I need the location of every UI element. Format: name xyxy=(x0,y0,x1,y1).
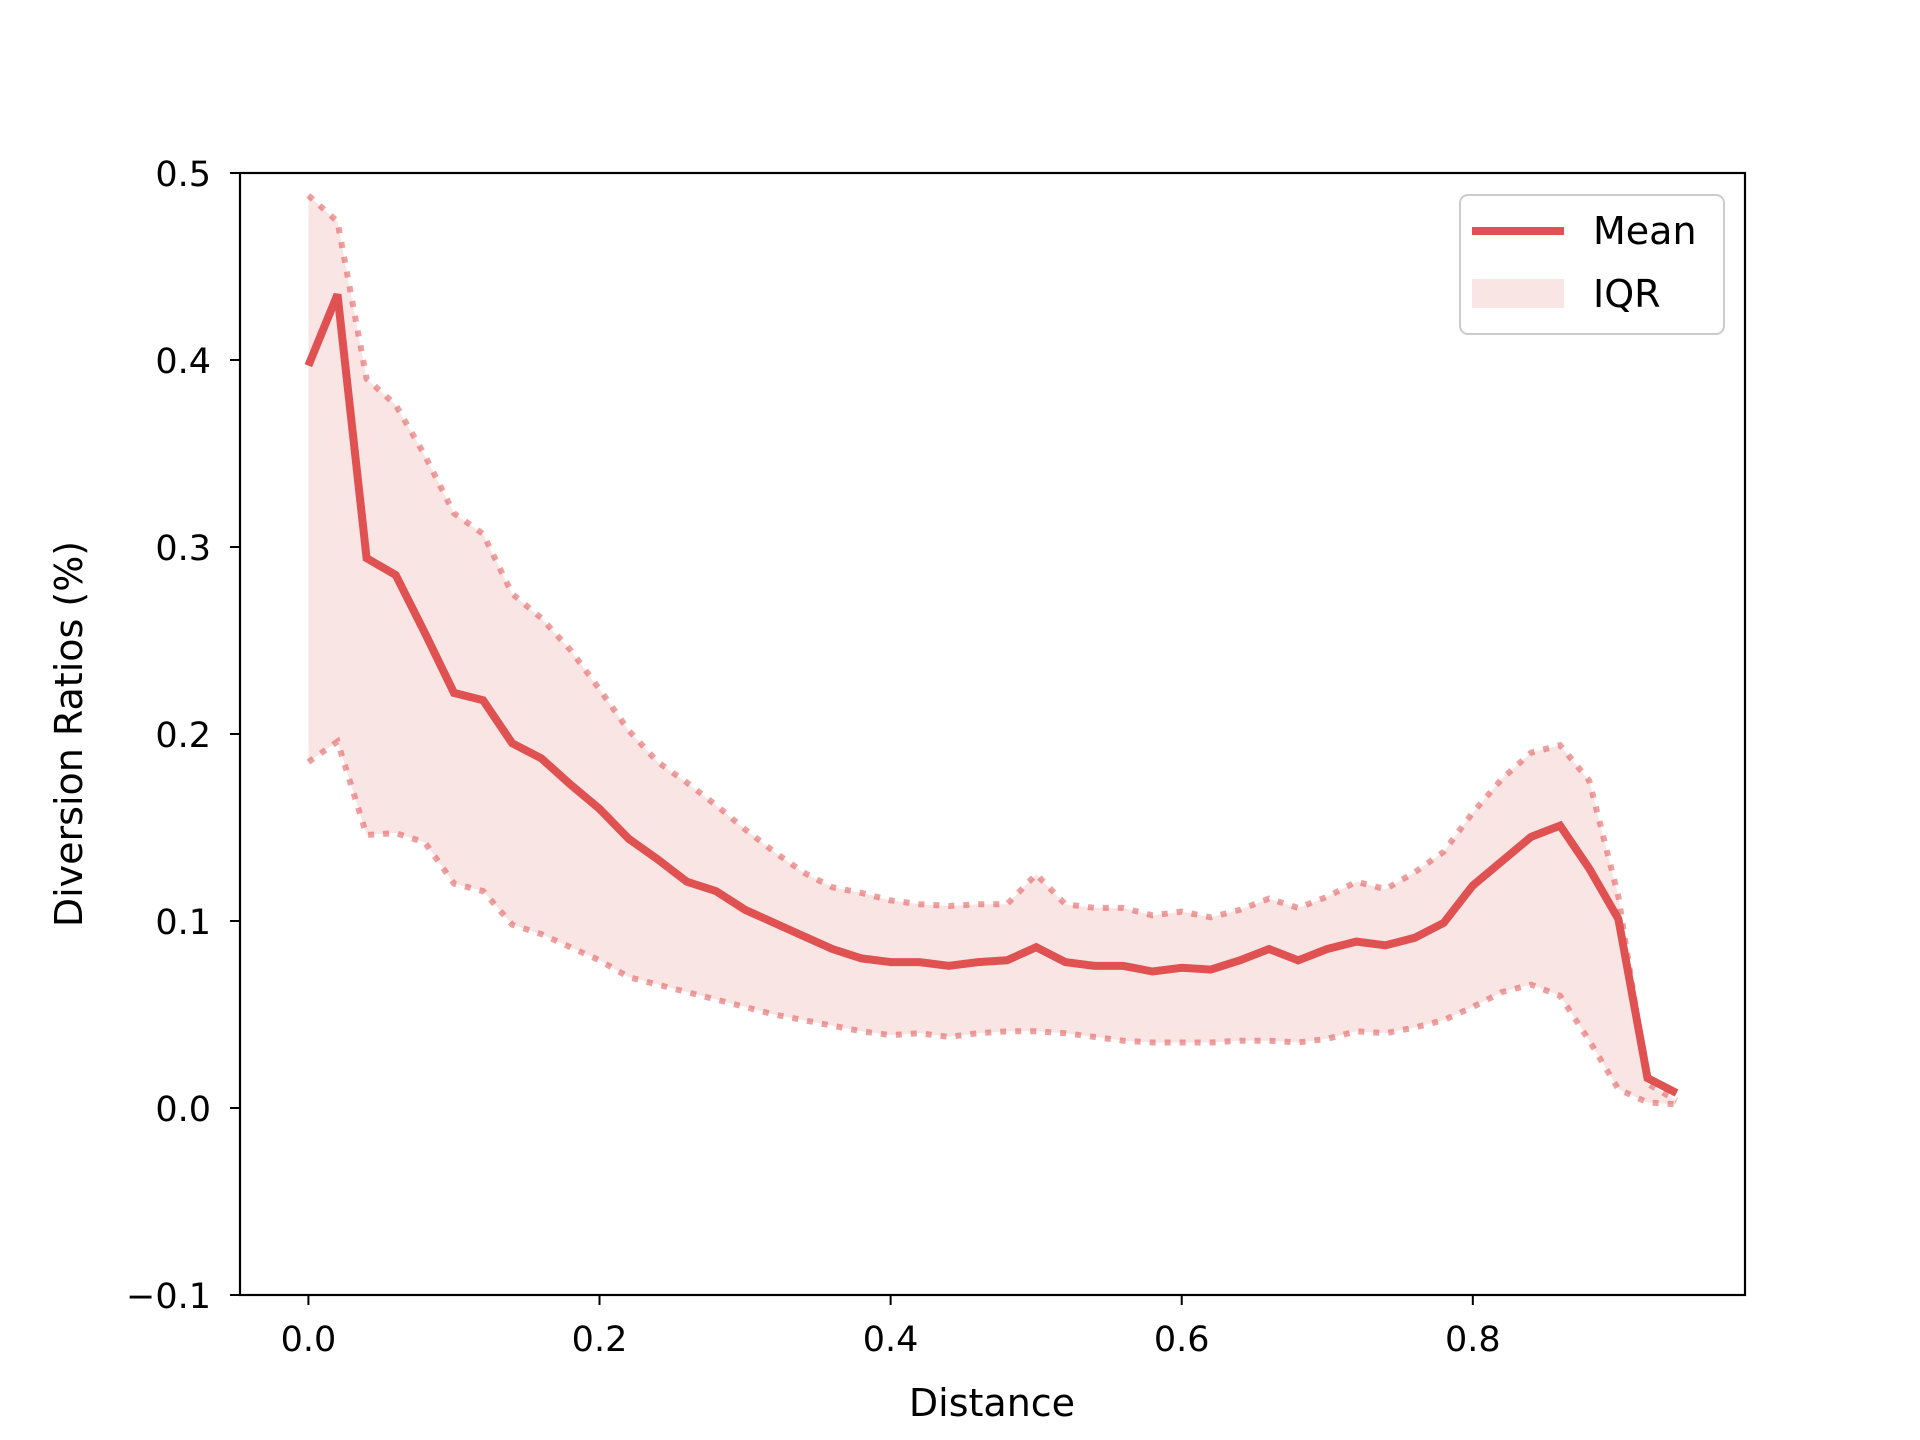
y-tick-label: 0.4 xyxy=(155,342,211,382)
x-tick-label: 0.8 xyxy=(1445,1320,1501,1360)
y-axis-label: Diversion Ratios (%) xyxy=(47,541,91,927)
y-tick-label: 0.5 xyxy=(155,155,211,195)
x-tick-label: 0.4 xyxy=(863,1320,919,1360)
iqr-lower-line xyxy=(306,736,1677,1108)
x-tick-label: 0.2 xyxy=(572,1320,628,1360)
legend-label-iqr: IQR xyxy=(1593,272,1661,316)
series-line-mean xyxy=(304,292,1679,1097)
x-axis-label: Distance xyxy=(909,1381,1075,1425)
iqr-band xyxy=(308,195,1677,1105)
legend: Mean IQR xyxy=(1459,194,1725,335)
y-tick-label: 0.1 xyxy=(155,903,211,943)
iqr-upper-line xyxy=(306,193,1679,1104)
y-tick-label: 0.0 xyxy=(155,1090,211,1130)
legend-label-mean: Mean xyxy=(1593,209,1697,253)
y-tick-label: −0.1 xyxy=(126,1277,211,1317)
y-tick-label: 0.2 xyxy=(155,716,211,756)
legend-swatch-iqr xyxy=(1472,279,1564,308)
x-tick-label: 0.0 xyxy=(281,1320,337,1360)
y-tick-label: 0.3 xyxy=(155,529,211,569)
x-tick-label: 0.6 xyxy=(1154,1320,1210,1360)
